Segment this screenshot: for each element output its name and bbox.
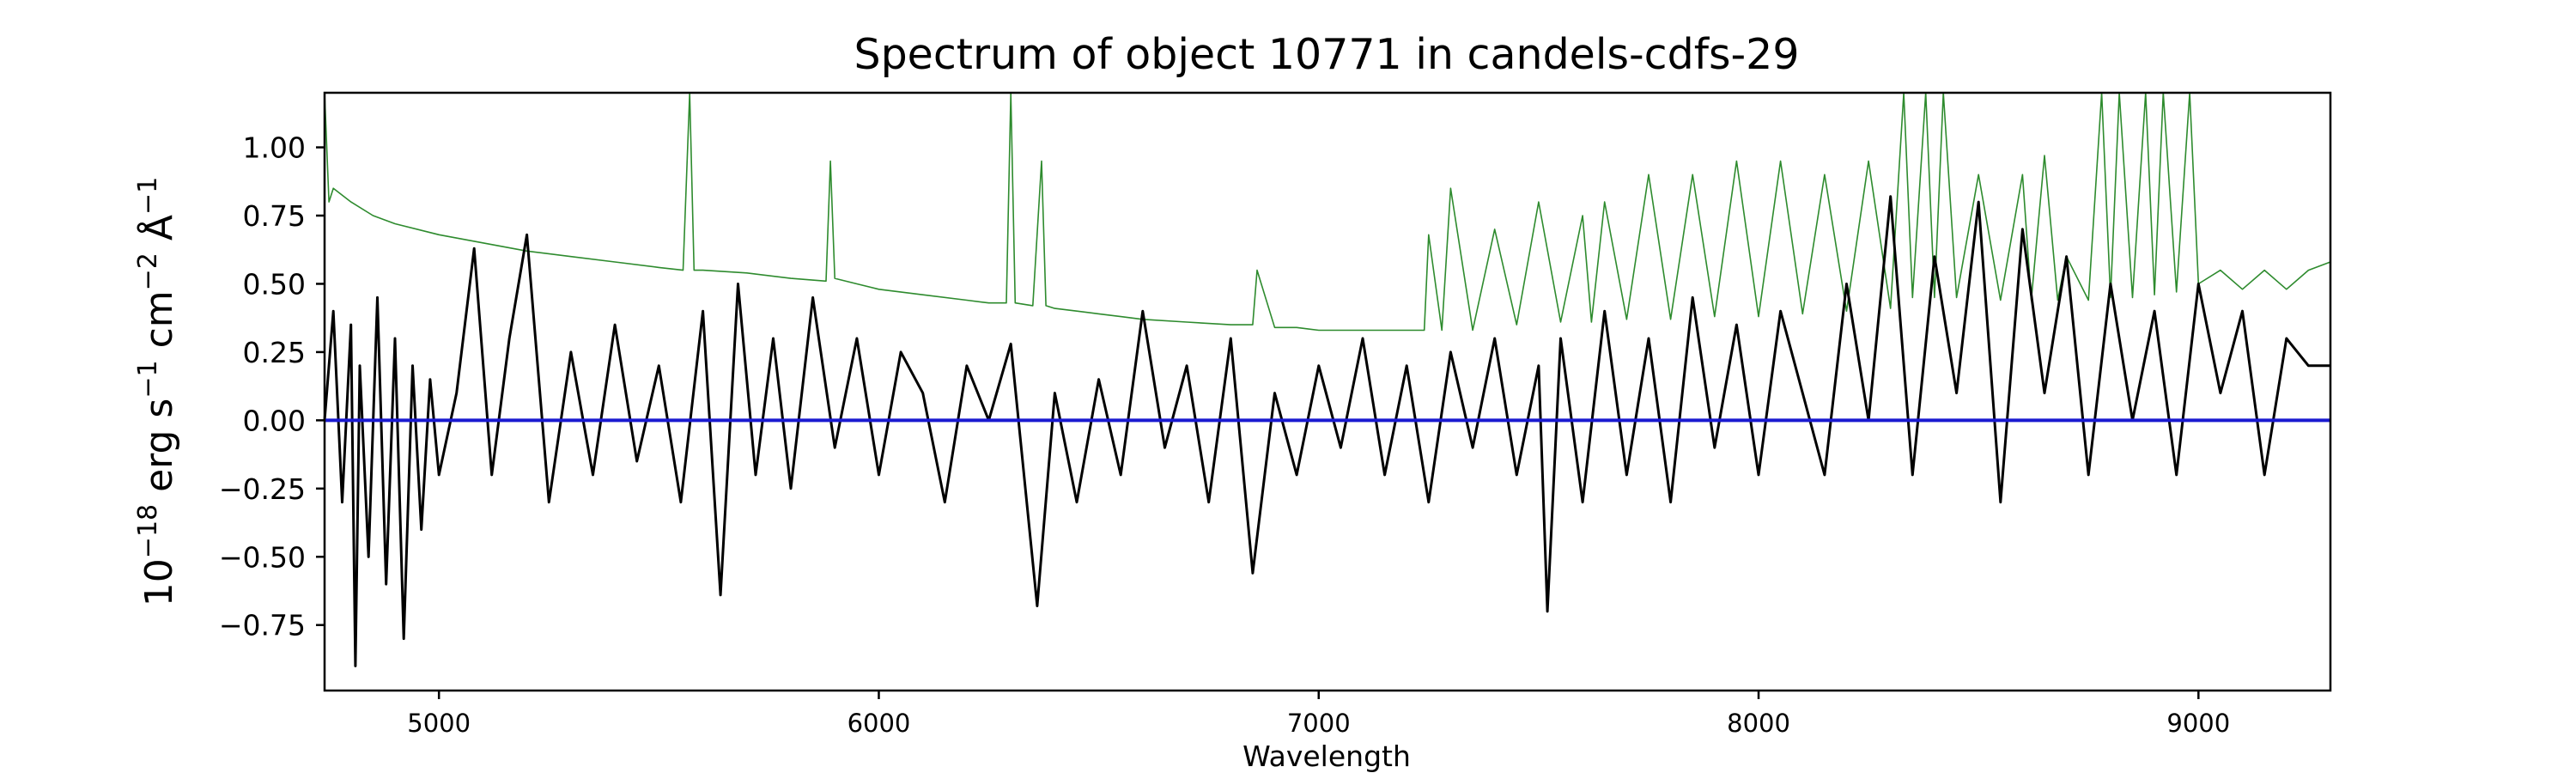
error-line-1 [324, 92, 2331, 332]
x-tick-label-0: 5000 [407, 709, 471, 738]
error-series [324, 92, 2331, 332]
y-tick-label-2: −0.25 [219, 472, 306, 506]
x-tick-label-4: 9000 [2166, 709, 2230, 738]
x-tick-label-1: 6000 [848, 709, 911, 738]
chart-title: Spectrum of object 10771 in candels-cdfs… [854, 30, 1799, 79]
y-tick-label-7: 1.00 [243, 131, 306, 165]
ylabel-cm: cm [137, 290, 181, 360]
ylabel-ang: Å [136, 215, 181, 253]
plot-frame [323, 91, 2332, 692]
y-axis: −0.75 −0.50 −0.25 0.00 0.25 0.50 0.75 1.00 [219, 131, 325, 642]
ylabel-exp2: −1 [133, 360, 163, 398]
y-tick-label-6: 0.75 [243, 199, 306, 233]
plot-area [323, 92, 2331, 667]
ylabel-exp1: −18 [133, 504, 163, 558]
y-tick-label-3: 0.00 [243, 404, 306, 437]
x-axis-label: Wavelength [1242, 740, 1411, 773]
y-tick-label-5: 0.50 [243, 267, 306, 301]
y-tick-label-0: −0.75 [219, 609, 306, 642]
x-axis: 5000 6000 7000 8000 9000 [407, 691, 2230, 738]
ylabel-exp4: −1 [133, 177, 163, 215]
ylabel-erg: erg s [137, 399, 181, 504]
y-tick-label-1: −0.50 [219, 540, 306, 574]
ylabel-base: 10 [137, 558, 181, 606]
y-tick-label-4: 0.25 [243, 336, 306, 369]
y-axis-label: 10−18 erg s−1 cm−2 Å−1 [133, 177, 181, 606]
x-tick-label-2: 7000 [1287, 709, 1351, 738]
x-tick-label-3: 8000 [1727, 709, 1790, 738]
ylabel-exp3: −2 [133, 253, 163, 290]
